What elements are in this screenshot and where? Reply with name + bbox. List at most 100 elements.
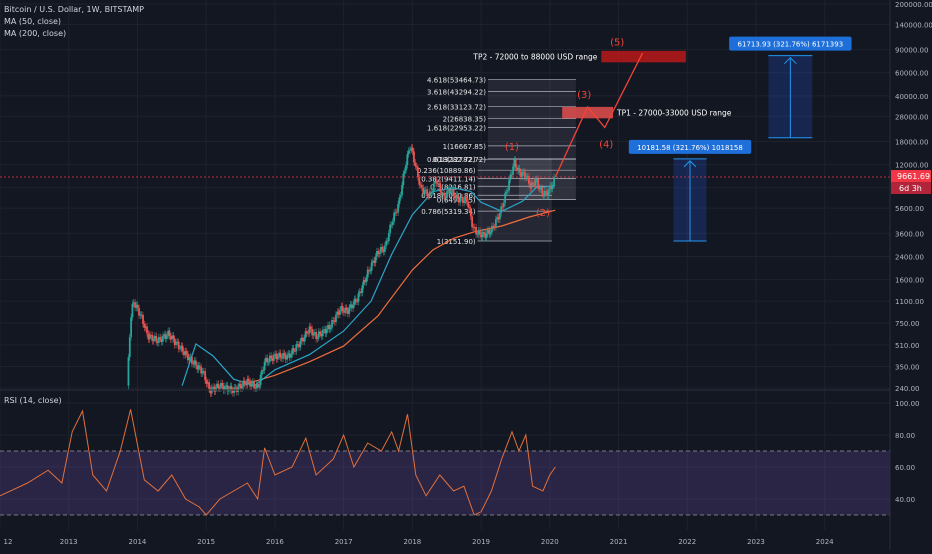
candle-body: [319, 331, 322, 335]
candle-body: [346, 310, 349, 314]
candle-body: [468, 207, 471, 209]
candle-body: [353, 298, 356, 305]
measure-badge: [729, 36, 852, 51]
candle-body: [239, 383, 242, 389]
candle-body: [300, 337, 303, 342]
fib-level-label: 0.5(8216.81): [430, 183, 476, 191]
candle-body: [452, 188, 455, 196]
candle-body: [430, 191, 433, 193]
candle-body: [261, 369, 263, 375]
candle-body: [307, 333, 310, 334]
rsi-legend: RSI (14, close): [4, 396, 62, 405]
rsi-axis[interactable]: 100.00 80.00 60.00 40.00: [895, 400, 920, 504]
candle-body: [472, 226, 475, 228]
candle-body: [390, 224, 393, 226]
price-tick-label: 40000.00: [895, 93, 928, 101]
time-tick-label: 2017: [335, 538, 353, 546]
candle-body: [469, 208, 472, 217]
candle-body: [436, 182, 439, 184]
candle-body: [354, 298, 357, 302]
candle-body: [460, 197, 463, 198]
candle-body: [335, 314, 337, 323]
candle-body: [447, 189, 450, 191]
candle-body: [242, 380, 245, 387]
time-tick-label: 2013: [60, 538, 78, 546]
candle-body: [373, 260, 376, 263]
fib-level-label: 0.236(10889.86): [417, 167, 476, 175]
price-tick-label: 3600.00: [895, 230, 924, 238]
candle-body: [272, 354, 275, 361]
candle-body: [539, 187, 542, 190]
candle-body: [292, 348, 295, 352]
candle-body: [438, 182, 440, 184]
candle-body: [361, 285, 364, 293]
candle-body: [484, 233, 487, 238]
candle-body: [439, 183, 442, 192]
candle-body: [533, 182, 536, 186]
candle-body: [230, 385, 233, 391]
candle-body: [516, 167, 518, 171]
candle-body: [164, 334, 167, 339]
candle-body: [543, 191, 546, 197]
candle-body: [284, 355, 287, 360]
candle-body: [278, 352, 281, 357]
candle-body: [518, 168, 521, 173]
candle-body: [459, 197, 462, 203]
price-tick-label: 2400.00: [895, 254, 924, 262]
candle-body: [181, 345, 184, 352]
candle-body: [184, 351, 187, 356]
candle-body: [263, 361, 266, 371]
target-label: TP2 - 72000 to 88000 USD range: [472, 53, 597, 62]
candle-body: [476, 234, 479, 235]
candle-body: [526, 176, 529, 178]
candle-body: [209, 388, 212, 394]
candle-body: [382, 249, 385, 252]
candle-body: [493, 227, 496, 228]
price-tick-label: 1100.00: [895, 298, 924, 306]
candle-body: [191, 356, 193, 364]
candle-body: [286, 354, 288, 360]
fibonacci-levels: 4.618(53464.73) 3.618(43294.22) 2.618(3312…: [417, 76, 576, 246]
candle-body: [192, 363, 195, 365]
rsi-band: [0, 451, 890, 515]
candle-body: [148, 334, 151, 340]
candle-body: [226, 385, 229, 392]
candle-body: [413, 151, 415, 163]
candle-body: [308, 326, 311, 334]
candle-body: [135, 304, 138, 308]
candle-body: [204, 371, 207, 381]
candle-body: [401, 185, 403, 196]
time-tick-label: 2024: [816, 538, 834, 546]
candle-body: [501, 206, 504, 208]
candle-body: [538, 187, 541, 190]
candle-body: [407, 150, 410, 155]
candle-body: [299, 341, 302, 348]
candle-body: [364, 279, 366, 283]
candle-body: [406, 154, 409, 166]
candle-body: [502, 202, 505, 208]
candle-body: [341, 305, 344, 312]
candle-body: [512, 166, 514, 175]
candle-body: [200, 366, 203, 374]
candle-body: [492, 225, 495, 228]
candle-body: [213, 386, 216, 392]
price-tick-label: 5600.00: [895, 205, 924, 213]
fib-level-label: 0.618(7020.86): [421, 192, 476, 200]
countdown-badge: [891, 182, 931, 195]
candle-body: [311, 328, 314, 336]
fib-level-label: 0.382(9411.14): [421, 176, 476, 184]
candle-body: [139, 314, 142, 316]
candle-body: [434, 181, 436, 184]
candle-body: [442, 193, 444, 196]
target-zone: [562, 106, 614, 119]
candle-body: [247, 378, 250, 381]
candle-body: [241, 386, 244, 389]
candle-body: [180, 345, 183, 349]
last-price-label: 9661.69: [897, 172, 930, 181]
grid: [0, 0, 890, 530]
candle-body: [463, 200, 466, 203]
time-tick-label: 12: [4, 538, 13, 546]
time-axis[interactable]: 12 2013 2014 2015 2016 2017 2018 2019 2020 2021 20…: [4, 538, 835, 546]
